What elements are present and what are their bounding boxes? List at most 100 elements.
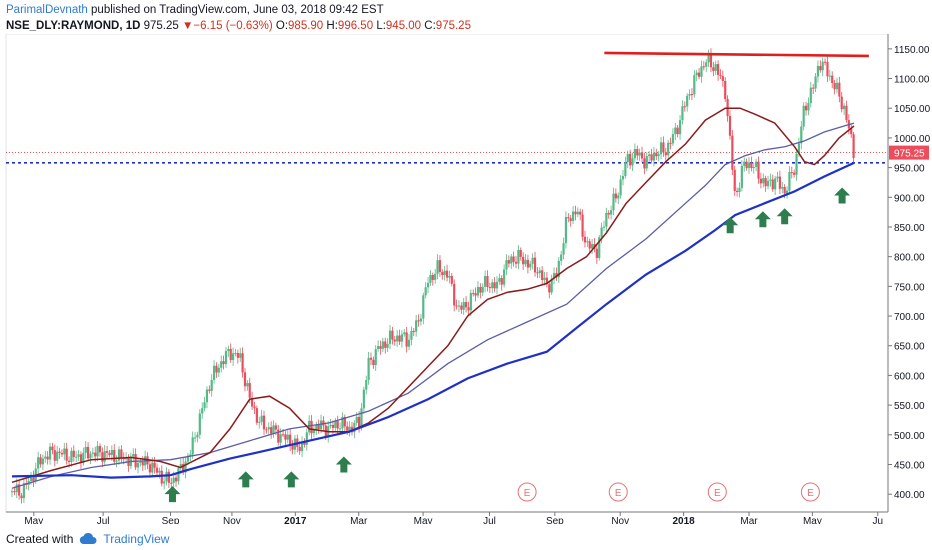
candle-body: [852, 134, 855, 158]
candle-body: [764, 178, 767, 187]
author-link[interactable]: ParimalDevnath: [6, 4, 88, 16]
candle-body: [581, 214, 584, 237]
candle-body: [486, 276, 489, 288]
y-tick-label: 900.00: [894, 193, 925, 204]
candle-body: [683, 106, 686, 108]
candle-body: [291, 445, 294, 450]
candle-body: [379, 346, 382, 349]
candle-body: [610, 210, 613, 215]
candle-body: [410, 330, 413, 340]
candle-body: [260, 415, 263, 422]
candle-body: [562, 243, 565, 255]
x-tick-label: Ju: [872, 516, 883, 524]
candle-body: [669, 142, 672, 144]
candle-body: [384, 341, 387, 348]
candle-body: [550, 278, 553, 293]
candle-body: [205, 389, 209, 403]
candle-body: [721, 76, 724, 81]
y-tick-label: 1150.00: [894, 45, 930, 56]
x-tick-label: Mar: [740, 516, 758, 524]
candle-body: [20, 495, 23, 499]
candle-body: [583, 236, 587, 243]
close-value: 975.25: [435, 20, 471, 32]
candle-body: [769, 179, 772, 181]
earnings-marker-label: E: [807, 488, 814, 499]
candle-body: [588, 241, 591, 249]
candle-body: [174, 477, 178, 482]
candle-body: [279, 434, 282, 443]
candle-body: [253, 406, 256, 409]
candle-body: [605, 212, 608, 227]
candle-body: [396, 335, 399, 342]
price-chart[interactable]: 400.00 450.00 500.00 550.00 600.00 650.00 700.…: [0, 33, 932, 527]
candle-body: [614, 193, 617, 199]
candle-body: [510, 256, 513, 264]
candle-body: [184, 461, 187, 473]
candle-body: [41, 458, 45, 465]
candle-body: [524, 259, 527, 265]
candle-body: [227, 349, 230, 352]
candle-body: [816, 66, 820, 77]
candle-body: [481, 286, 484, 293]
candle-body: [32, 475, 35, 482]
candle-body: [536, 272, 539, 274]
candle-body: [201, 408, 204, 414]
candle-body: [716, 64, 720, 75]
candle-body: [353, 422, 356, 433]
candle-body: [560, 254, 563, 261]
up-arrow-icon: [164, 486, 181, 503]
high-label: H:: [326, 20, 338, 32]
candle-body: [693, 75, 696, 95]
candle-body: [785, 190, 789, 194]
candle-body: [103, 451, 106, 462]
y-tick-label: 1000.00: [894, 134, 931, 145]
candle-body: [840, 96, 843, 110]
candle-body: [595, 248, 598, 259]
candle-body: [807, 103, 810, 111]
candle-body: [65, 448, 68, 461]
candle-body: [733, 169, 736, 191]
x-tick-label: May: [414, 516, 433, 524]
candle-body: [519, 249, 522, 257]
candle-body: [377, 346, 380, 350]
candle-body: [655, 152, 658, 157]
candle-body: [503, 269, 506, 285]
candle-body: [115, 460, 118, 462]
chart-area[interactable]: 400.00 450.00 500.00 550.00 600.00 650.00 700.…: [0, 33, 932, 527]
candle-body: [455, 305, 458, 307]
candle-body: [571, 211, 575, 221]
candle-body: [514, 261, 518, 264]
candle-body: [757, 161, 760, 179]
candle-body: [645, 156, 648, 169]
candle-body: [96, 445, 99, 457]
candle-body: [650, 154, 653, 161]
candle-body: [431, 274, 434, 280]
candle-body: [198, 413, 201, 435]
candle-body: [823, 61, 827, 63]
candle-body: [657, 154, 660, 157]
candle-body: [474, 293, 477, 296]
candle-body: [315, 424, 318, 430]
earnings-marker-label: E: [615, 488, 622, 499]
created-with-label: Created with: [6, 532, 74, 546]
candle-body: [438, 260, 442, 272]
candle-body: [533, 257, 537, 273]
candle-body: [82, 452, 85, 463]
candle-body: [797, 143, 801, 154]
candle-body: [702, 66, 705, 68]
candle-body: [617, 195, 620, 199]
candle-body: [828, 75, 831, 77]
candle-body: [141, 461, 144, 466]
candle-body: [246, 383, 249, 387]
candle-body: [158, 470, 161, 473]
candle-body: [552, 273, 556, 279]
candle-body: [58, 451, 61, 453]
open-value: 985.90: [288, 20, 324, 32]
candle-body: [317, 424, 320, 429]
candle-body: [512, 256, 515, 262]
tradingview-brand[interactable]: TradingView: [103, 532, 170, 546]
candle-body: [155, 467, 159, 473]
y-tick-label: 700.00: [894, 312, 925, 323]
candle-body: [457, 305, 461, 307]
candle-body: [60, 452, 64, 455]
